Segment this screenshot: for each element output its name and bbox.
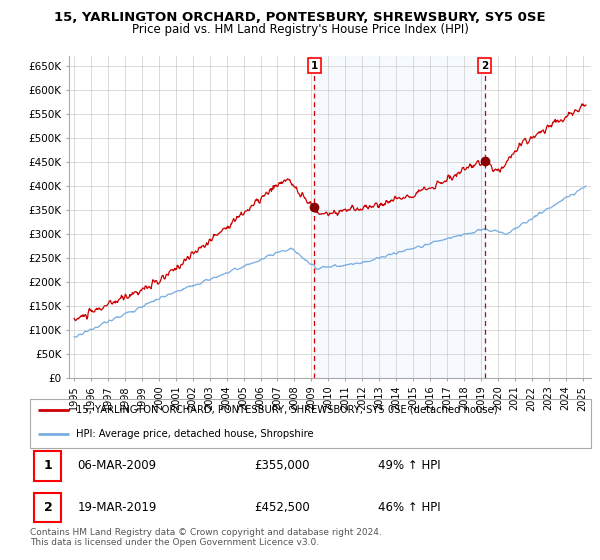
Text: £355,000: £355,000 (254, 459, 310, 473)
Text: 06-MAR-2009: 06-MAR-2009 (77, 459, 157, 473)
Text: Price paid vs. HM Land Registry's House Price Index (HPI): Price paid vs. HM Land Registry's House … (131, 23, 469, 36)
Bar (314, 56, 485, 378)
Text: Contains HM Land Registry data © Crown copyright and database right 2024.
This d: Contains HM Land Registry data © Crown c… (30, 528, 382, 547)
Text: HPI: Average price, detached house, Shropshire: HPI: Average price, detached house, Shro… (76, 429, 314, 439)
Text: 1: 1 (44, 459, 52, 473)
Text: £452,500: £452,500 (254, 501, 310, 514)
Text: 46% ↑ HPI: 46% ↑ HPI (378, 501, 440, 514)
Text: 49% ↑ HPI: 49% ↑ HPI (378, 459, 440, 473)
Text: 15, YARLINGTON ORCHARD, PONTESBURY, SHREWSBURY, SY5 0SE: 15, YARLINGTON ORCHARD, PONTESBURY, SHRE… (54, 11, 546, 24)
Text: 19-MAR-2019: 19-MAR-2019 (77, 501, 157, 514)
Text: 2: 2 (44, 501, 52, 514)
Text: 1: 1 (311, 60, 318, 71)
Text: 15, YARLINGTON ORCHARD, PONTESBURY, SHREWSBURY, SY5 0SE (detached house): 15, YARLINGTON ORCHARD, PONTESBURY, SHRE… (76, 404, 497, 414)
Text: 2: 2 (481, 60, 488, 71)
